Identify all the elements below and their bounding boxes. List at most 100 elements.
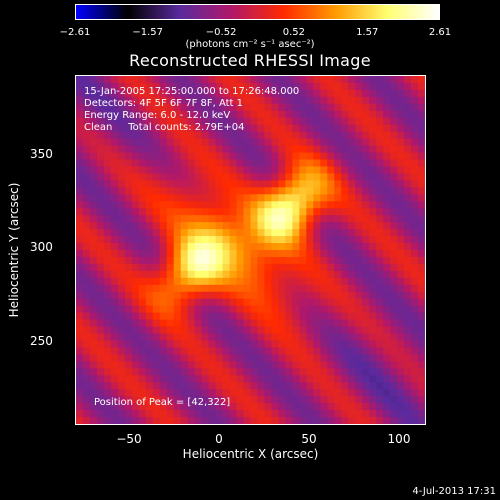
heatmap-cell [236, 82, 245, 91]
heatmap-cell [306, 333, 314, 342]
heatmap-cell [201, 410, 210, 418]
heatmap-cell [145, 145, 154, 154]
heatmap-cell [194, 201, 203, 209]
heatmap-cell [208, 403, 217, 411]
heatmap-cell [166, 110, 175, 119]
heatmap-cell [243, 319, 252, 328]
heatmap-cell [313, 117, 321, 126]
heatmap-cell [376, 417, 384, 424]
heatmap-cell [257, 82, 266, 91]
heatmap-cell [166, 82, 175, 91]
heatmap-cell [250, 236, 259, 244]
heatmap-cell [285, 76, 293, 84]
heatmap-cell [117, 208, 126, 216]
heatmap-cell [257, 417, 266, 424]
heatmap-cell [369, 354, 377, 362]
heatmap-cell [397, 284, 405, 293]
heatmap-cell [145, 417, 154, 424]
heatmap-cell [278, 96, 286, 105]
heatmap-cell [383, 229, 391, 237]
heatmap-cell [292, 173, 300, 181]
heatmap-cell [292, 298, 300, 307]
heatmap-cell [208, 159, 217, 168]
heatmap-cell [355, 222, 363, 230]
heatmap-cell [383, 138, 391, 147]
heatmap-cell [292, 82, 300, 91]
heatmap-cell [250, 389, 259, 397]
heatmap-cell [76, 159, 84, 168]
heatmap-cell [313, 131, 321, 140]
heatmap-cell [166, 389, 175, 397]
heatmap-cell [418, 236, 425, 244]
heatmap-cell [362, 333, 370, 342]
heatmap-cell [320, 417, 328, 424]
heatmap-cell [292, 208, 300, 216]
heatmap-cell [355, 229, 363, 237]
heatmap-cell [76, 152, 84, 161]
heatmap-cell [257, 222, 266, 230]
heatmap-cell [215, 305, 224, 314]
heatmap-cell [194, 382, 203, 390]
heatmap-cell [348, 312, 356, 321]
heatmap-cell [173, 236, 182, 244]
heatmap-cell [222, 284, 231, 293]
heatmap-cell [264, 187, 273, 195]
heatmap-cell [82, 138, 91, 147]
heatmap-cell [334, 403, 342, 411]
heatmap-cell [411, 340, 419, 349]
heatmap-cell [89, 145, 98, 154]
heatmap-cell [110, 215, 119, 223]
heatmap-cell [103, 333, 112, 342]
heatmap-cell [117, 298, 126, 307]
heatmap-cell [131, 305, 140, 314]
heatmap-cell [103, 82, 112, 91]
heatmap-cell [201, 333, 210, 342]
heatmap-cell [271, 277, 280, 286]
heatmap-cell [327, 277, 335, 286]
heatmap-cell [222, 159, 231, 168]
heatmap-cell [355, 173, 363, 181]
heatmap-cell [306, 298, 314, 307]
heatmap-cell [159, 194, 168, 202]
heatmap-cell [257, 250, 266, 258]
heatmap-cell [131, 319, 140, 328]
heatmap-cell [411, 284, 419, 293]
heatmap-cell [222, 277, 231, 286]
heatmap-cell [376, 333, 384, 342]
heatmap-cell [201, 138, 210, 147]
heatmap-cell [383, 208, 391, 216]
heatmap-cell [180, 389, 189, 397]
heatmap-cell [152, 89, 161, 98]
heatmap-cell [138, 417, 147, 424]
heatmap-cell [271, 396, 280, 404]
heatmap-cell [236, 298, 245, 307]
heatmap-cell [76, 284, 84, 293]
heatmap-cell [397, 236, 405, 244]
heatmap-cell [236, 368, 245, 376]
heatmap-cell [243, 340, 252, 349]
heatmap-cell [369, 187, 377, 195]
heatmap-cell [229, 229, 238, 237]
heatmap-cell [271, 375, 280, 383]
heatmap-cell [131, 124, 140, 133]
heatmap-cell [383, 382, 391, 390]
heatmap-cell [411, 410, 419, 418]
heatmap-cell [376, 173, 384, 181]
heatmap-cell [320, 229, 328, 237]
heatmap-cell [96, 145, 105, 154]
heatmap-cell [306, 201, 314, 209]
heatmap-cell [271, 256, 280, 265]
heatmap-cell [355, 180, 363, 188]
heatmap-cell [334, 243, 342, 251]
heatmap-cell [215, 145, 224, 154]
heatmap-cell [187, 417, 196, 424]
heatmap-cell [278, 173, 286, 181]
colorbar-tick-label: −1.57 [132, 27, 164, 38]
heatmap-cell [285, 396, 293, 404]
heatmap-cell [76, 173, 84, 181]
heatmap-cell [390, 389, 398, 397]
heatmap-cell [82, 333, 91, 342]
timestamp: 4-Jul-2013 17:31 [412, 486, 496, 497]
heatmap-cell [411, 180, 419, 188]
heatmap-cell [348, 166, 356, 175]
